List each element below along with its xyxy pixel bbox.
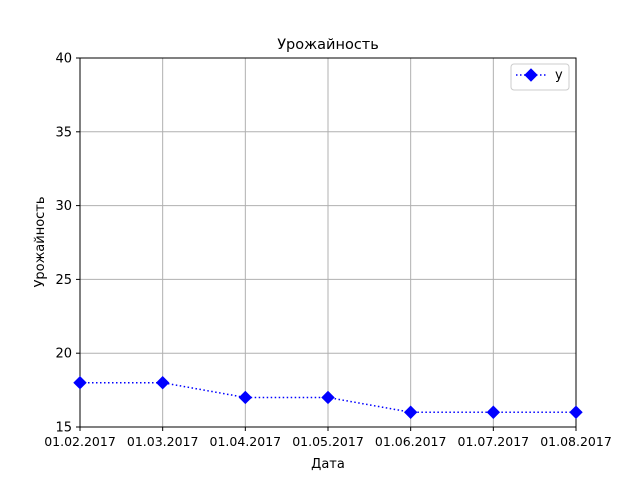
x-tick-label: 01.08.2017: [540, 434, 612, 449]
x-tick-label: 01.07.2017: [458, 434, 530, 449]
x-tick-label: 01.06.2017: [375, 434, 447, 449]
y-tick-label: 30: [55, 199, 72, 214]
legend-label: y: [555, 68, 563, 83]
x-axis-ticks: 01.02.2017 01.03.2017 01.04.2017 01.05.2017…: [44, 427, 612, 449]
data-point-marker: [569, 405, 583, 419]
y-axis-ticks: 15 20 25 30 35 40: [55, 52, 80, 436]
chart-title: Урожайность: [277, 37, 379, 53]
x-tick-label: 01.05.2017: [292, 434, 364, 449]
grid-layer: [79, 57, 577, 428]
series-layer: [73, 376, 583, 419]
x-axis-label: Дата: [311, 457, 345, 472]
y-axis-label: Урожайность: [33, 196, 48, 287]
legend-frame: [510, 63, 570, 91]
x-tick-label: 01.04.2017: [210, 434, 282, 449]
y-tick-label: 20: [55, 347, 72, 362]
data-point-marker: [403, 405, 418, 419]
data-point-marker: [486, 405, 501, 419]
y-tick-label: 25: [55, 273, 72, 288]
y-tick-label: 15: [55, 421, 72, 436]
data-point-marker: [238, 390, 253, 405]
y-tick-label: 35: [55, 125, 72, 140]
legend-diamond-marker: [524, 68, 538, 82]
data-point-marker: [73, 376, 87, 390]
data-point-marker: [155, 376, 170, 390]
x-tick-label: 01.02.2017: [44, 434, 116, 449]
y-tick-label: 40: [55, 52, 72, 67]
data-point-marker: [321, 390, 335, 405]
x-tick-label: 01.03.2017: [127, 434, 199, 449]
legend: y: [510, 63, 570, 91]
